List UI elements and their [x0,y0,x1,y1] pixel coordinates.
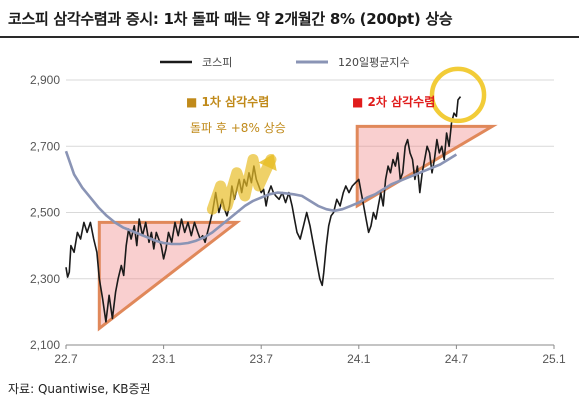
legend-ma-label: 120일평균지수 [338,55,410,69]
x-tick-label: 22.7 [54,352,78,366]
breakout-arrow [206,154,277,215]
y-tick-label: 2,300 [30,272,60,286]
x-tick-label: 24.1 [347,352,371,366]
annotation-overlays [206,66,487,215]
page-title: 코스피 삼각수렴과 증시: 1차 돌파 때는 약 2개월간 8% (200pt)… [8,10,453,28]
annotation-first-triangle: ■ 1차 삼각수렴 [186,94,269,109]
annotation-second-triangle: ■ 2차 삼각수렴 [352,94,435,109]
y-tick-label: 2,700 [30,139,60,153]
source-note: 자료: Quantiwise, KB증권 [8,382,151,396]
grid-lines [66,79,554,346]
legend: 코스피 120일평균지수 [160,55,410,69]
series-lines [64,96,462,323]
x-tick-label: 25.1 [542,352,566,366]
title-divider [0,36,579,38]
series-kospi-line [65,96,462,323]
series-ma120-line [64,150,458,246]
y-tick-label: 2,100 [30,338,60,352]
highlight-circle [429,66,487,124]
breakout-arrow-head [258,154,277,171]
annotation-breakout-gain: 돌파 후 +8% 상승 [190,121,286,135]
axes: 2,100 2,300 2,500 2,700 2,900 22.7 23.1 23.7 24.… [30,73,566,366]
x-tick-label: 23.1 [152,352,176,366]
legend-kospi-label: 코스피 [202,56,232,69]
y-tick-label: 2,900 [30,73,60,87]
y-tick-label: 2,500 [30,206,60,220]
x-tick-label: 23.7 [250,352,274,366]
x-tick-label: 24.7 [445,352,469,366]
